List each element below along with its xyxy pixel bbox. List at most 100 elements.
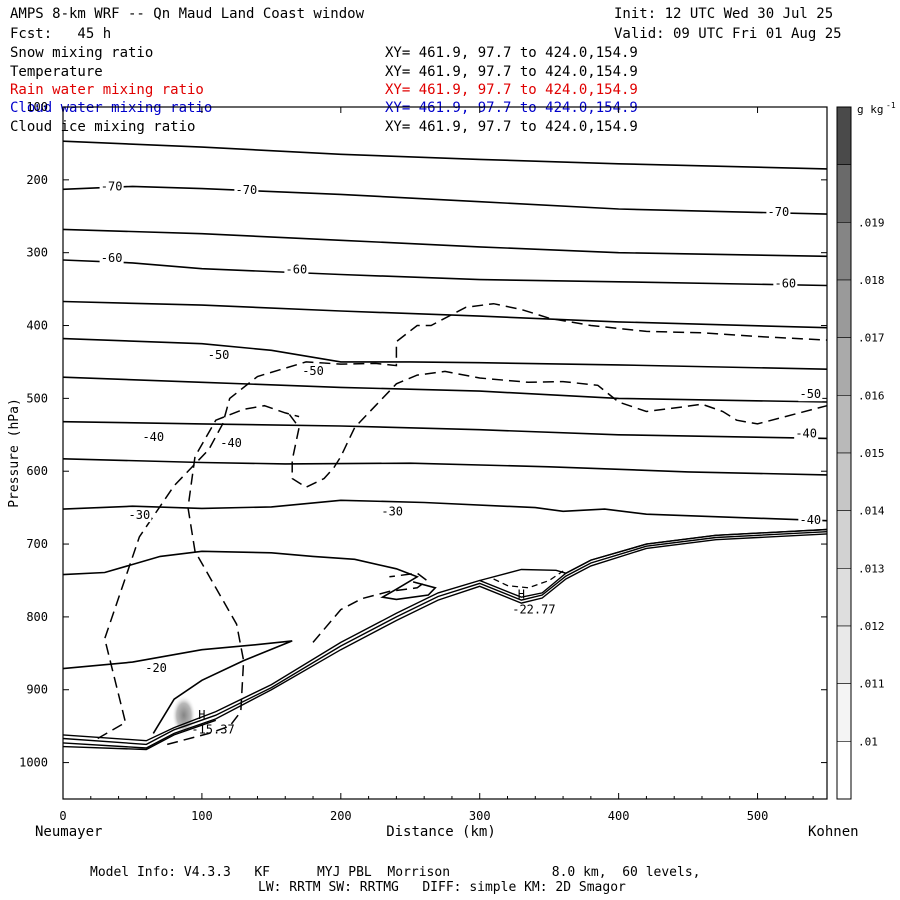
mixing-ratio-shading bbox=[171, 695, 196, 736]
contour-label-bg bbox=[99, 250, 124, 265]
isotherm-line bbox=[62, 458, 828, 476]
x-tick-label: 200 bbox=[330, 809, 352, 823]
y-tick-label: 700 bbox=[26, 537, 48, 551]
colorbar-swatch bbox=[836, 222, 852, 281]
x-tick-label: 100 bbox=[191, 809, 213, 823]
y-tick-label: 300 bbox=[26, 246, 48, 260]
isotherm-label: -60 bbox=[101, 251, 123, 265]
colorbar-unit-exponent: -1 bbox=[886, 101, 896, 110]
legend-cloud-ice-xy: XY= 461.9, 97.7 to 424.0,154.9 bbox=[385, 119, 638, 135]
extremum-label: -22.77 bbox=[512, 602, 555, 616]
y-tick-label: 500 bbox=[26, 391, 48, 405]
contour-label-bg bbox=[127, 508, 152, 523]
cloud-contour-dashed bbox=[312, 572, 429, 643]
legend-cloud-ice-name: Cloud ice mixing ratio bbox=[10, 119, 196, 135]
y-tick-label: 1000 bbox=[19, 756, 48, 770]
colorbar-swatch bbox=[836, 106, 852, 165]
contour-label-bg bbox=[99, 179, 124, 194]
cloud-contour-dashed bbox=[493, 570, 564, 589]
legend-snow-name: Snow mixing ratio bbox=[10, 45, 154, 61]
isotherm-label: -40 bbox=[799, 513, 821, 527]
contour-label-bg bbox=[380, 504, 405, 519]
isotherm-label: -50 bbox=[302, 364, 324, 378]
isotherm-line bbox=[62, 550, 437, 601]
colorbar-swatch bbox=[836, 510, 852, 569]
colorbar-label: .017 bbox=[858, 332, 885, 345]
legend-temperature-xy: XY= 461.9, 97.7 to 424.0,154.9 bbox=[385, 64, 638, 80]
x-tick-label: 500 bbox=[747, 809, 769, 823]
x-tick-label: 0 bbox=[59, 809, 66, 823]
isotherm-line bbox=[62, 499, 828, 522]
isotherm-label: -50 bbox=[799, 387, 821, 401]
colorbar-label: .014 bbox=[858, 505, 885, 518]
colorbar-swatch bbox=[836, 683, 852, 742]
cloud-contour-dashed bbox=[288, 370, 828, 489]
isotherm-line bbox=[62, 228, 828, 258]
colorbar-swatch bbox=[836, 741, 852, 800]
contour-label-bg bbox=[144, 661, 169, 676]
colorbar-unit: g kg bbox=[857, 103, 884, 116]
model-info-line1: Model Info: V4.3.3 KF MYJ PBL Morrison 8… bbox=[90, 865, 701, 880]
isotherm-line bbox=[62, 185, 828, 215]
x-axis-label: Distance (km) bbox=[386, 824, 496, 840]
colorbar-label: .01 bbox=[858, 735, 878, 748]
colorbar-label: .012 bbox=[858, 620, 885, 633]
model-info-line2: LW: RRTM SW: RRTMG DIFF: simple KM: 2D S… bbox=[258, 880, 626, 895]
isotherm-label: -40 bbox=[795, 427, 817, 441]
isotherm-label: -20 bbox=[145, 661, 167, 675]
isotherm-line bbox=[62, 640, 293, 734]
extremum-label: -15.37 bbox=[191, 722, 234, 736]
contour-label-bg bbox=[798, 513, 823, 528]
terrain-line bbox=[62, 531, 828, 746]
isotherm-label: -30 bbox=[381, 504, 403, 518]
colorbar-label: .013 bbox=[858, 562, 885, 575]
x-left-station-label: Neumayer bbox=[35, 824, 102, 840]
terrain-line bbox=[62, 719, 217, 751]
isotherm-label: -70 bbox=[768, 205, 790, 219]
legend-snow-xy: XY= 461.9, 97.7 to 424.0,154.9 bbox=[385, 45, 638, 61]
colorbar-swatch bbox=[836, 395, 852, 454]
colorbar-frame bbox=[836, 106, 852, 800]
legend-cloud-water-name: Cloud water mixing ratio bbox=[10, 100, 213, 116]
legend-rain-xy: XY= 461.9, 97.7 to 424.0,154.9 bbox=[385, 82, 638, 98]
isotherm-label: -40 bbox=[220, 436, 242, 450]
isotherm-line bbox=[62, 420, 828, 440]
cloud-contour-dashed bbox=[167, 404, 300, 746]
contour-label-bg bbox=[234, 183, 259, 198]
colorbar-swatch bbox=[836, 337, 852, 396]
forecast-hour: Fcst: 45 h bbox=[10, 26, 112, 42]
colorbar-label: .016 bbox=[858, 389, 885, 402]
isotherm-line bbox=[62, 259, 828, 287]
contour-label-bg bbox=[219, 435, 244, 450]
contour-label-bg bbox=[301, 363, 326, 378]
extremum-label: H bbox=[518, 588, 525, 602]
x-tick-label: 300 bbox=[469, 809, 491, 823]
isotherm-label: -30 bbox=[129, 508, 151, 522]
terrain-line bbox=[479, 528, 828, 582]
cloud-contour-dashed bbox=[97, 302, 828, 740]
chart-title: AMPS 8-km WRF -- Qn Maud Land Coast wind… bbox=[10, 6, 365, 22]
colorbar-swatch bbox=[836, 568, 852, 627]
isotherm-label: -60 bbox=[774, 276, 796, 290]
isotherm-label: -70 bbox=[236, 183, 258, 197]
y-tick-label: 100 bbox=[26, 100, 48, 114]
isotherm-line bbox=[62, 300, 828, 329]
isotherm-label: -50 bbox=[208, 348, 230, 362]
y-tick-label: 200 bbox=[26, 173, 48, 187]
contour-label-bg bbox=[794, 426, 819, 441]
contour-label-bg bbox=[206, 347, 231, 362]
x-right-station-label: Kohnen bbox=[808, 824, 859, 840]
colorbar-swatch bbox=[836, 164, 852, 223]
y-tick-label: 400 bbox=[26, 319, 48, 333]
x-tick-label: 400 bbox=[608, 809, 630, 823]
extremum-label: H bbox=[198, 708, 205, 722]
terrain-line bbox=[62, 533, 828, 749]
isotherm-label: -70 bbox=[101, 180, 123, 194]
legend-cloud-water-xy: XY= 461.9, 97.7 to 424.0,154.9 bbox=[385, 100, 638, 116]
valid-time: Valid: 09 UTC Fri 01 Aug 25 bbox=[614, 26, 842, 42]
contour-label-bg bbox=[773, 276, 798, 291]
isotherm-line bbox=[62, 140, 828, 170]
colorbar-swatch bbox=[836, 279, 852, 338]
contour-label-bg bbox=[766, 205, 791, 220]
